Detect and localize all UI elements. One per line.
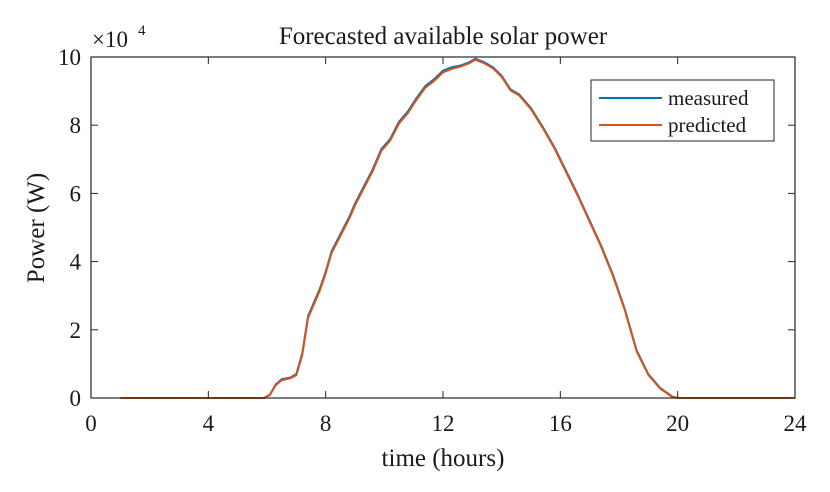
- plot-frame: [90, 56, 796, 399]
- legend-label-predicted: predicted: [668, 113, 747, 137]
- series-line-predicted: [120, 58, 795, 399]
- x-axis-label: time (hours): [382, 445, 505, 472]
- x-tick-label: 24: [784, 411, 808, 436]
- y-axis-label: Power (W): [23, 173, 50, 283]
- y-tick-label: 0: [70, 386, 82, 411]
- y-tick-label: 6: [70, 181, 82, 206]
- x-tick-label: 12: [432, 411, 455, 436]
- legend-box: [590, 79, 775, 142]
- x-tick-label: 0: [85, 411, 97, 436]
- legend-label-measured: measured: [668, 86, 749, 110]
- x-tick-label: 8: [320, 411, 332, 436]
- legend: measured predicted: [590, 79, 775, 142]
- x-tick-label: 16: [549, 411, 572, 436]
- y-scale-factor: ×10 4: [92, 23, 146, 52]
- y-tick-label: 8: [70, 113, 82, 138]
- x-tick-label: 4: [203, 411, 215, 436]
- y-scale-exponent: 4: [138, 23, 146, 39]
- y-tick-label: 2: [70, 318, 82, 343]
- y-tick-label: 4: [70, 250, 82, 275]
- y-scale-base: ×10: [92, 27, 128, 52]
- plot-area: [120, 57, 795, 399]
- x-tick-label: 20: [666, 411, 689, 436]
- y-tick-label: 10: [58, 45, 81, 70]
- chart-title: Forecasted available solar power: [279, 23, 608, 50]
